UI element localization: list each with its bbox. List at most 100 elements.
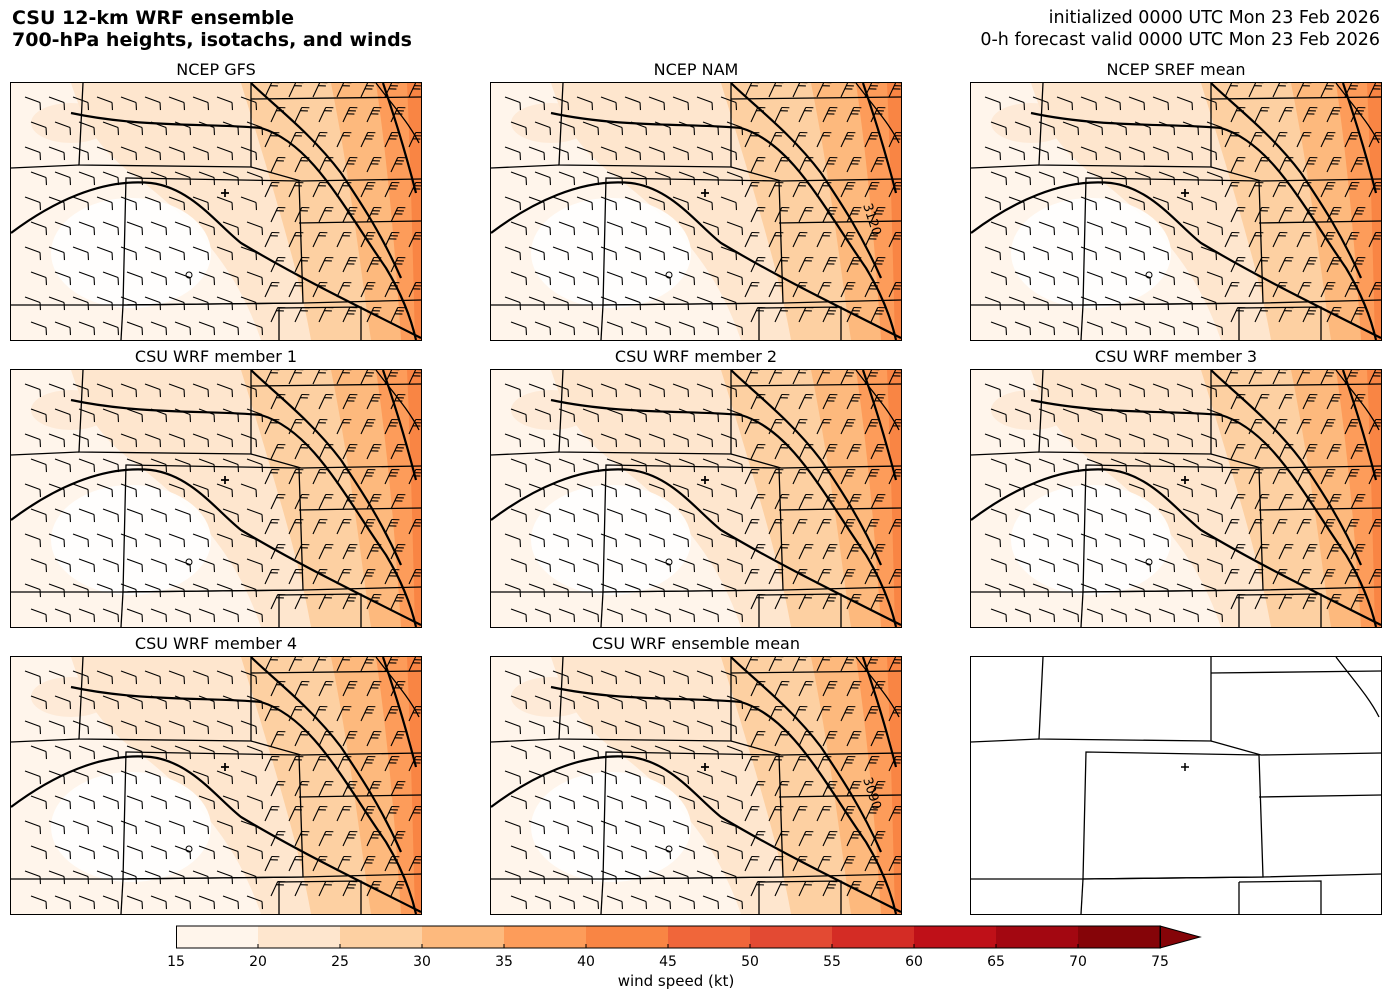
wind-barb	[318, 780, 334, 797]
colorbar-tick-label: 25	[331, 954, 349, 970]
wind-barb	[1278, 106, 1294, 123]
wind-barb	[720, 96, 738, 111]
wind-barb	[366, 680, 382, 697]
wind-barb	[528, 296, 546, 311]
wind-barb	[864, 705, 880, 722]
wind-barb	[1326, 443, 1342, 460]
wind-barb	[1008, 296, 1026, 311]
colorbar-tick-label: 40	[577, 954, 595, 970]
wind-barb	[798, 256, 814, 273]
wind-barb	[678, 271, 696, 286]
wind-barb	[582, 408, 600, 423]
wind-barb	[702, 558, 720, 573]
wind-barb	[822, 680, 838, 697]
wind-barb	[750, 780, 766, 797]
map-panel-ensemble-mean: 3090	[490, 656, 902, 915]
wind-barb	[144, 820, 162, 835]
wind-barb	[558, 845, 576, 860]
wind-barb	[528, 583, 546, 598]
wind-barb	[126, 895, 144, 910]
wind-barb	[288, 370, 304, 385]
wind-barb	[408, 518, 421, 535]
wind-barb	[318, 493, 334, 510]
wind-barb	[336, 518, 352, 535]
wind-barb	[846, 106, 862, 123]
wind-barb	[990, 608, 1008, 623]
wind-barb	[654, 895, 672, 910]
height-contours	[491, 370, 901, 627]
wind-barb	[198, 895, 216, 910]
wind-barb	[576, 383, 594, 398]
wind-barb	[774, 493, 790, 510]
wind-barb	[630, 795, 648, 810]
wind-barb	[174, 795, 192, 810]
wind-barb	[696, 670, 714, 685]
wind-barb	[654, 558, 672, 573]
wind-barb	[246, 745, 264, 760]
wind-barb	[558, 608, 576, 623]
wind-barb	[576, 583, 594, 598]
wind-barb	[696, 196, 714, 211]
wind-barb	[1368, 370, 1381, 385]
wind-barb	[54, 608, 72, 623]
wind-barb	[54, 508, 72, 523]
wind-barb	[1080, 533, 1098, 548]
wind-barb	[744, 518, 760, 535]
wind-barb	[624, 483, 642, 498]
colorbar-swatch	[996, 926, 1078, 948]
wind-barb	[1032, 433, 1050, 448]
wind-barb	[198, 321, 216, 336]
wind-barb	[552, 383, 570, 398]
wind-barb	[1038, 558, 1056, 573]
valid-time: 0-h forecast valid 0000 UTC Mon 23 Feb 2…	[980, 30, 1380, 50]
wind-barb	[342, 730, 358, 747]
wind-barb	[624, 583, 642, 598]
wind-barb	[240, 146, 258, 161]
wind-barb	[1086, 558, 1104, 573]
wind-barb	[48, 433, 66, 448]
wind-barb	[48, 670, 66, 685]
wind-barb	[552, 533, 570, 548]
wind-barb	[1206, 221, 1224, 236]
wind-barb	[582, 695, 600, 710]
wind-barb	[1086, 121, 1104, 136]
wind-barb	[648, 96, 666, 111]
wind-barb	[624, 533, 642, 548]
wind-barb	[390, 306, 406, 323]
wind-barb	[990, 408, 1008, 423]
wind-barb	[1038, 321, 1056, 336]
wind-barb	[120, 820, 138, 835]
wind-barb	[1302, 443, 1318, 460]
wind-barb	[1326, 156, 1342, 173]
wind-barbs	[504, 83, 901, 336]
wind-barb	[1086, 508, 1104, 523]
wind-barb	[630, 321, 648, 336]
wind-barb	[672, 770, 690, 785]
wind-barb	[54, 795, 72, 810]
wind-barb	[198, 458, 216, 473]
wind-barb	[1032, 483, 1050, 498]
wind-barbs	[504, 657, 901, 910]
wind-barb	[1032, 196, 1050, 211]
map-svg	[11, 83, 421, 340]
wind-barb	[1248, 83, 1264, 98]
wind-barb	[342, 780, 358, 797]
wind-barb	[600, 146, 618, 161]
wind-barb	[678, 171, 696, 186]
wind-barb	[672, 670, 690, 685]
wind-barb	[78, 608, 96, 623]
wind-barb	[1086, 321, 1104, 336]
wind-barb	[240, 196, 258, 211]
wind-barb	[1104, 196, 1122, 211]
wind-barb	[576, 820, 594, 835]
wind-barb	[582, 608, 600, 623]
wind-barb	[1104, 433, 1122, 448]
wind-barb	[360, 83, 376, 98]
wind-barb	[366, 443, 382, 460]
wind-barb	[534, 458, 552, 473]
panel-title-member2: CSU WRF member 2	[614, 347, 778, 366]
wind-barb	[360, 755, 376, 772]
wind-barb	[78, 745, 96, 760]
wind-barb	[264, 518, 280, 535]
wind-barb	[120, 96, 138, 111]
